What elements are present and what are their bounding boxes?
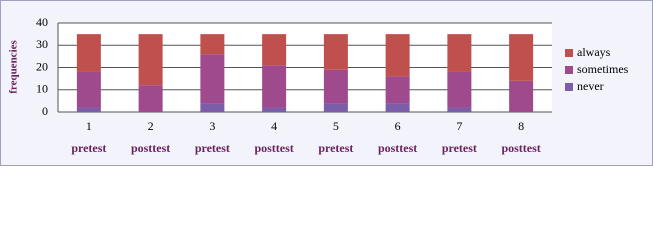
bar-segment <box>200 34 225 55</box>
bar-segment <box>509 34 534 81</box>
bar-segment <box>262 34 287 66</box>
bar-segment <box>138 34 163 86</box>
x-group-label: posttest <box>378 141 417 155</box>
bar-segment <box>447 71 472 108</box>
x-tick-label: 7 <box>456 119 462 133</box>
bar-segment <box>385 34 410 77</box>
x-group-label: posttest <box>254 141 293 155</box>
bar-segment <box>323 103 348 112</box>
y-tick-label: 10 <box>36 82 48 96</box>
bar-segment <box>76 34 101 72</box>
bar-segment <box>76 107 101 112</box>
x-group-label: posttest <box>131 141 170 155</box>
bar-segment <box>509 80 534 112</box>
legend-swatch <box>565 66 573 74</box>
x-tick-label: 5 <box>333 119 339 133</box>
x-tick-label: 2 <box>148 119 154 133</box>
x-group-label: pretest <box>195 141 230 155</box>
x-tick-label: 6 <box>395 119 401 133</box>
bar-segment <box>323 69 348 104</box>
y-tick-label: 30 <box>36 37 48 51</box>
x-group-label: posttest <box>501 141 540 155</box>
y-tick-label: 20 <box>36 59 48 73</box>
legend-label: sometimes <box>577 62 629 76</box>
bar-segment <box>447 34 472 72</box>
x-group-label: pretest <box>71 141 106 155</box>
y-axis-label: frequencies <box>8 40 20 94</box>
legend-label: never <box>577 79 604 93</box>
x-group-label: pretest <box>318 141 353 155</box>
bar-segment <box>262 107 287 112</box>
chart: frequencies 0 10 20 30 40 1 pretest 2 posttest 3 p… <box>0 0 653 166</box>
x-group-label: pretest <box>442 141 477 155</box>
x-tick-label: 1 <box>86 119 92 133</box>
y-tick-label: 0 <box>42 104 48 118</box>
x-tick-label: 4 <box>271 119 277 133</box>
x-tick-label: 8 <box>518 119 524 133</box>
bar-segment <box>385 76 410 104</box>
bar-segment <box>262 65 287 108</box>
bar-segment <box>323 34 348 70</box>
y-tick-label: 40 <box>36 15 48 29</box>
bar-segment <box>385 103 410 112</box>
legend-swatch <box>565 49 573 57</box>
bar-segment <box>138 85 163 112</box>
bar-segment <box>200 54 225 104</box>
legend-swatch <box>565 83 573 91</box>
x-tick-label: 3 <box>209 119 215 133</box>
legend-label: always <box>577 45 611 59</box>
bar-segment <box>447 107 472 112</box>
bar-segment <box>76 71 101 108</box>
bar-segment <box>200 103 225 112</box>
